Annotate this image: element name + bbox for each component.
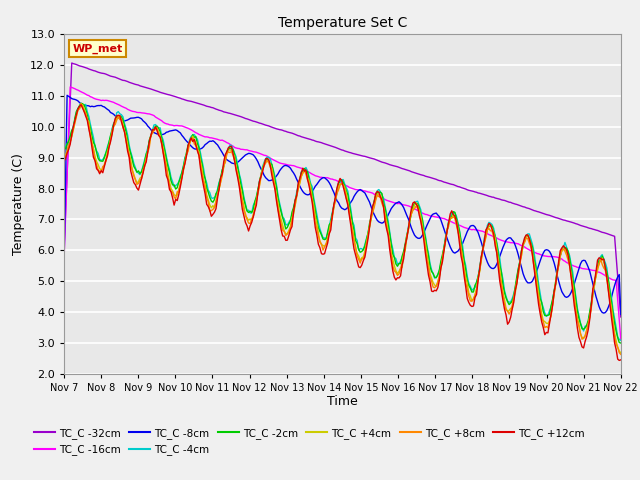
TC_C -8cm (63, 93, 71, 98)
TC_C -16cm (305, 169, 313, 175)
TC_C -32cm (228, 111, 236, 117)
TC_C +4cm (588, 303, 595, 309)
TC_C -32cm (246, 117, 254, 123)
TC_C +8cm (246, 221, 254, 227)
TC_C +12cm (617, 357, 625, 363)
TC_C -32cm (588, 226, 595, 231)
TC_C -4cm (77, 100, 85, 106)
TC_C -16cm (588, 267, 595, 273)
TC_C -8cm (617, 312, 625, 317)
TC_C +12cm (255, 179, 263, 184)
Text: WP_met: WP_met (72, 44, 123, 54)
TC_C +8cm (77, 100, 85, 106)
TC_C -8cm (228, 160, 236, 166)
TC_C +4cm (60, 152, 68, 158)
TC_C -16cm (67, 84, 74, 90)
TC_C -2cm (77, 100, 85, 106)
TC_C -16cm (246, 148, 254, 154)
TC_C +12cm (305, 183, 313, 189)
TC_C -4cm (617, 337, 625, 343)
TC_C +8cm (588, 305, 595, 311)
TC_C -4cm (255, 178, 263, 184)
TC_C +12cm (77, 102, 85, 108)
TC_C -16cm (60, 258, 68, 264)
TC_C -2cm (305, 177, 313, 183)
TC_C +12cm (228, 144, 236, 149)
TC_C +12cm (60, 158, 68, 164)
Line: TC_C -4cm: TC_C -4cm (64, 103, 621, 340)
TC_C -32cm (305, 136, 313, 142)
TC_C +8cm (130, 173, 138, 179)
TC_C -8cm (255, 163, 263, 168)
TC_C +4cm (305, 178, 313, 183)
TC_C -8cm (305, 192, 313, 197)
TC_C -2cm (246, 208, 254, 214)
TC_C -2cm (228, 146, 236, 152)
TC_C +12cm (616, 358, 623, 363)
TC_C +8cm (228, 149, 236, 155)
TC_C -4cm (305, 173, 313, 179)
TC_C +4cm (130, 171, 138, 177)
Line: TC_C -16cm: TC_C -16cm (64, 87, 621, 339)
TC_C +12cm (130, 180, 138, 185)
TC_C -16cm (228, 143, 236, 148)
TC_C +12cm (588, 302, 595, 308)
TC_C -16cm (130, 108, 138, 114)
TC_C -2cm (617, 340, 625, 346)
TC_C -8cm (246, 151, 254, 156)
TC_C +8cm (305, 180, 313, 186)
TC_C -32cm (60, 246, 68, 252)
TC_C -2cm (130, 163, 138, 169)
Line: TC_C +4cm: TC_C +4cm (64, 105, 621, 353)
TC_C -8cm (60, 263, 68, 268)
TC_C +8cm (255, 183, 263, 189)
Line: TC_C -8cm: TC_C -8cm (64, 96, 621, 314)
TC_C -16cm (617, 336, 625, 342)
TC_C -32cm (68, 60, 76, 66)
TC_C +4cm (617, 350, 625, 356)
TC_C -8cm (130, 115, 138, 121)
X-axis label: Time: Time (327, 395, 358, 408)
TC_C -4cm (228, 143, 236, 148)
TC_C -2cm (60, 145, 68, 151)
TC_C -32cm (617, 314, 625, 320)
TC_C -4cm (130, 160, 138, 166)
Title: Temperature Set C: Temperature Set C (278, 16, 407, 30)
TC_C -4cm (246, 210, 254, 216)
Legend: TC_C -32cm, TC_C -16cm, TC_C -8cm, TC_C -4cm, TC_C -2cm, TC_C +4cm, TC_C +8cm, T: TC_C -32cm, TC_C -16cm, TC_C -8cm, TC_C … (30, 424, 589, 459)
TC_C +4cm (228, 148, 236, 154)
TC_C -16cm (255, 150, 263, 156)
TC_C -2cm (588, 300, 595, 305)
Line: TC_C +12cm: TC_C +12cm (64, 105, 621, 360)
TC_C +8cm (617, 351, 625, 357)
TC_C -32cm (130, 81, 138, 87)
TC_C -4cm (60, 144, 68, 150)
TC_C -8cm (588, 275, 595, 281)
TC_C +12cm (246, 223, 254, 229)
TC_C -2cm (255, 180, 263, 185)
Line: TC_C -2cm: TC_C -2cm (64, 103, 621, 343)
TC_C +4cm (79, 102, 86, 108)
TC_C -4cm (588, 300, 595, 306)
TC_C +4cm (246, 216, 254, 222)
TC_C +8cm (60, 156, 68, 161)
TC_C +4cm (255, 182, 263, 188)
Line: TC_C -32cm: TC_C -32cm (64, 63, 621, 317)
Line: TC_C +8cm: TC_C +8cm (64, 103, 621, 354)
Y-axis label: Temperature (C): Temperature (C) (12, 153, 25, 255)
TC_C -32cm (255, 120, 263, 126)
